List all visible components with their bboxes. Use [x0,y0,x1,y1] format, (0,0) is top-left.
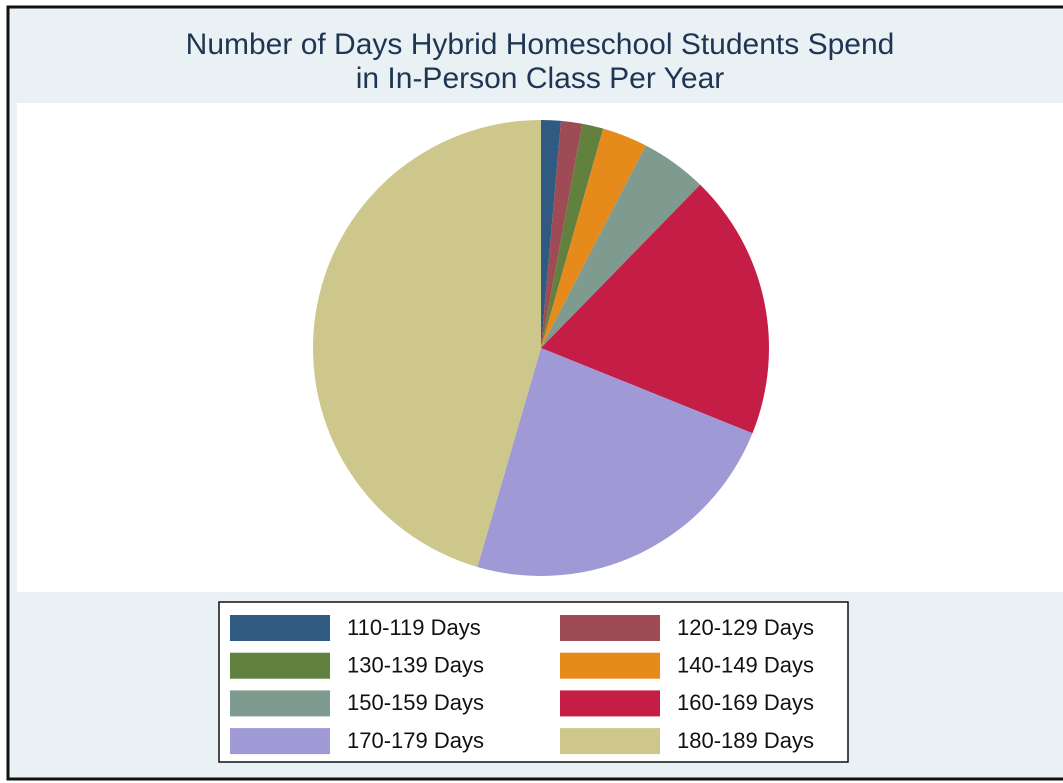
pie-slice [313,120,541,567]
legend-swatch [230,652,330,679]
legend-label: 170-179 Days [347,728,484,753]
pie-slice [541,145,701,348]
pie-slice [541,123,604,348]
legend-swatch [560,690,660,717]
legend-label: 150-159 Days [347,690,484,715]
chart-title: Number of Days Hybrid Homeschool Student… [186,28,895,61]
pie-slice [541,128,646,348]
legend-swatch [560,615,660,641]
legend-label: 130-139 Days [347,653,484,678]
legend-label: 120-129 Days [677,615,814,640]
legend-label: 180-189 Days [677,728,814,753]
pie-slice [541,120,583,349]
legend-label: 140-149 Days [677,653,814,678]
legend-swatch [560,652,660,679]
legend-swatch [230,728,330,755]
pie-slice [477,348,753,576]
pie-slice [541,120,562,348]
legend-label: 160-169 Days [677,690,814,715]
pie-slice [541,184,769,434]
legend-swatch [560,728,660,755]
chart-title: in In-Person Class Per Year [356,62,725,95]
legend-swatch [230,615,330,641]
legend-label: 110-119 Days [347,615,481,640]
legend-swatch [230,690,330,717]
